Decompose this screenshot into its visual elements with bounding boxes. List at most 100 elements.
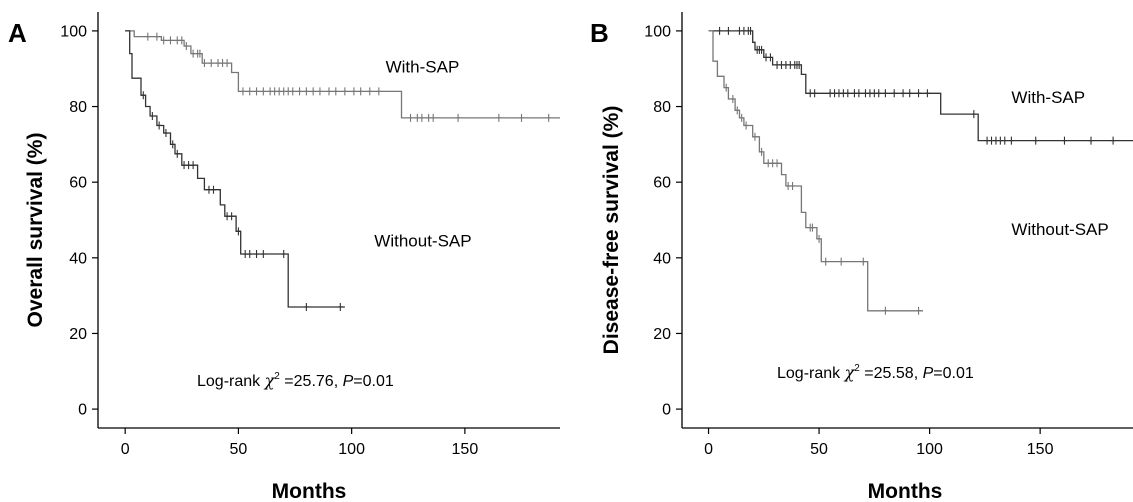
panel-a-without-sap-label: Without-SAP [374,231,471,250]
panel-a-logrank-stat: Log-rank χ2 =25.76, P=0.01 [197,371,394,390]
panel-a-y-tick-label: 60 [69,175,87,192]
panel-b-with-sap-censor-mark [862,89,868,98]
panel-b-with-sap-censor-mark [851,89,857,98]
panel-b-with-sap-censor-mark [907,89,913,98]
panel-b-with-sap-curve [708,30,1133,142]
panel-b-y-axis-title: Disease-free survival (%) [600,106,623,355]
panel-b-with-sap-censor-mark [984,136,990,145]
panel-b-with-sap-censor-mark [759,45,765,54]
panel-a-with-sap-censor-mark [496,113,502,122]
panel-a-y-tick-label: 0 [78,402,87,419]
panel-b-stat-chi: χ [844,363,856,382]
panel-b-without-sap-censor-mark [730,94,736,103]
panel-a-x-tick-label: 150 [452,441,479,458]
panel-b-y-tick-label: 60 [653,175,671,192]
panel-b-y-tick-label: 80 [653,99,671,116]
panel-b-with-sap-censor-mark [1061,136,1067,145]
panel-b-with-sap-censor-mark [763,53,769,62]
panel-a-without-sap-censor-mark [281,250,287,259]
panel-a-plot-area: With-SAP Without-SAP [125,30,560,311]
panel-a-with-sap-censor-mark [342,87,348,96]
panel-a-y-axis-title: Overall survival (%) [24,133,47,328]
panel-a-with-sap-censor-mark [426,113,432,122]
panel-a-letter: A [8,18,27,48]
panel-a-without-sap-censor-mark [186,161,192,170]
panel-b-with-sap-censor-mark [807,89,813,98]
panel-b-without-sap-censor-mark [770,159,776,168]
panel-a-without-sap-censor-mark [224,212,230,221]
panel-a-with-sap-censor-mark [430,113,436,122]
panel-b-with-sap-censor-mark [876,89,882,98]
panel-b-stat-sup: 2 [854,363,860,374]
panel-b-without-sap-censor-mark [860,257,866,266]
panel-a-axes: 0 20 40 60 80 100 0 50 100 150 [60,12,560,458]
panel-a-without-sap-censor-mark [235,227,241,236]
panel-b-without-sap-censor-mark [838,257,844,266]
panel-b-without-sap-censor-mark [765,159,771,168]
panel-b-with-sap-censor-mark [778,60,784,69]
panel-a-with-sap-censor-mark [297,87,303,96]
panel-b-without-sap-curve [708,30,923,312]
panel-a-without-sap-censor-mark [170,140,176,149]
panel-b-letter: B [590,18,609,48]
panel-b-with-sap-censor-mark [840,89,846,98]
panel-a-with-sap-censor-mark [376,87,382,96]
panel-b-with-sap-censor-mark [1008,136,1014,145]
panel-b-stat-p: P [923,365,934,382]
panel-b-with-sap-censor-mark [787,60,793,69]
panel-a-stat-p: P [343,373,354,390]
panel-a-with-sap-censor-mark [161,36,167,45]
panel-a-with-sap-censor-mark [358,87,364,96]
panel-b-without-sap-censor-mark [759,147,765,156]
panel-b-with-sap-censor-mark [867,89,873,98]
panel-a-without-sap-censor-mark [247,250,253,259]
panel-b-without-sap-censor-mark [823,257,829,266]
panel-a-with-sap-censor-mark [224,59,230,68]
panel-a-with-sap-censor-mark [303,87,309,96]
panel-a-with-sap-censor-mark [247,87,253,96]
panel-b-with-sap-label: With-SAP [1011,88,1085,107]
panel-a-with-sap-censor-mark [317,87,323,96]
panel-b-with-sap-censor-mark [767,53,773,62]
panel-a-without-sap-censor-mark [229,212,235,221]
panel-a-with-sap-censor-mark [240,87,246,96]
panel-b-y-tick-label: 20 [653,326,671,343]
panel-a-with-sap-censor-mark [326,87,332,96]
panel-a-without-sap-censor-mark [163,129,169,138]
panel-a-with-sap-censor-mark [197,49,203,58]
panel-b-without-sap-censor-mark [774,159,780,168]
panel-a-with-sap-censor-mark [215,59,221,68]
panel-b-without-sap-censor-mark [752,132,758,141]
panel-a-stat-value: =25.76, [280,373,343,390]
panel-a-with-sap-censor-mark [254,87,260,96]
panel-b-with-sap-censor-mark [997,136,1003,145]
panel-a-without-sap-censor-mark [242,250,248,259]
panel-a-without-sap-censor-mark [149,112,155,120]
panel-b-with-sap-censor-mark [774,60,780,69]
panel-b-stat-prefix: Log-rank [777,365,845,382]
panel-a-x-axis-title: Months [272,480,347,502]
panel-b-without-sap-censor-mark [734,106,740,115]
panel-a-with-sap-censor-mark [290,87,296,96]
panel-a-with-sap-censor-mark [208,59,214,68]
panel-a-with-sap-censor-mark [145,32,151,41]
panel-a-with-sap-censor-mark [260,87,266,96]
panel-b-with-sap-censor-mark [900,89,906,98]
panel-b-with-sap-censor-mark [836,89,842,98]
panel-b-without-sap-censor-mark [785,181,791,190]
panel-a-chart: A Overall survival (%) Months 0204060801… [8,12,560,502]
panel-b-with-sap-censor-mark [1088,136,1094,145]
panel-a-stat-sup: 2 [274,371,280,382]
panel-a-without-sap-curve [125,30,345,308]
panel-b-x-axis-title: Months [868,480,943,502]
panel-b-axes: 0 20 40 60 80 100 0 50 100 150 [644,12,1133,458]
panel-a-with-sap-censor-mark [408,113,414,122]
panel-a-with-sap-censor-mark [183,42,189,51]
panel-a-without-sap-censor-mark [140,91,146,100]
panel-a-without-sap-censor-mark [260,250,266,259]
panel-a-with-sap-censor-mark [220,59,226,68]
panel-b-with-sap-censor-mark [891,89,897,98]
panel-a-with-sap-censor-mark [455,113,461,122]
panel-b-logrank-stat: Log-rank χ2 =25.58, P=0.01 [777,363,974,382]
panel-a-with-sap-censor-mark [167,36,173,45]
